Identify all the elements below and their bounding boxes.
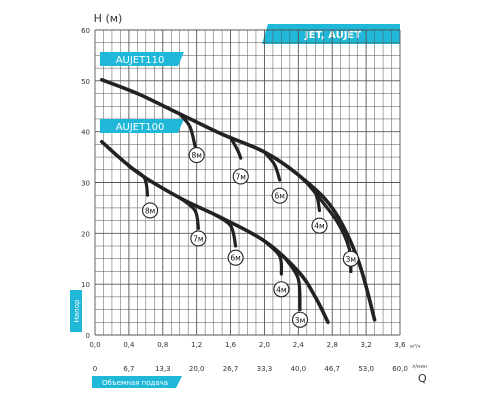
x-tick-label-secondary: 26,7 [223, 365, 239, 373]
x-label-badge: Объемная подача [92, 376, 182, 388]
x-tick-label: 1,2 [191, 341, 202, 349]
x-tick-label-secondary: 20,0 [189, 365, 205, 373]
x-tick-labels-secondary: 0 6,7 13,3 20,0 26,7 33,3 40,0 46,7 53,0 60,0 [93, 365, 408, 373]
suction-depth-labels: 8м 7м 6м 4м 3м 8м 7м 6м 4м 3м [142, 147, 359, 328]
branch-curve-aujet110 [229, 136, 243, 160]
y-tick-label: 50 [81, 78, 90, 86]
y-tick-label: 60 [81, 27, 90, 35]
x-tick-label-secondary: 33,3 [257, 365, 273, 373]
y-tick-label: 0 [86, 332, 90, 340]
series-name-aujet100: AUJET100 [116, 122, 165, 133]
depth-label: 8м [145, 206, 155, 215]
y-side-label: Напор [73, 299, 81, 322]
depth-circle [190, 230, 207, 247]
depth-circle [142, 202, 159, 219]
x-unit-top: м³/ч [410, 344, 420, 350]
depth-label: 3м [295, 316, 305, 325]
depth-circle [271, 187, 288, 204]
x-tick-label: 2,0 [259, 341, 270, 349]
x-axis-title: Объемная подача [102, 379, 168, 387]
x-tick-label: 0,8 [157, 341, 168, 349]
depth-label: 6м [230, 254, 240, 263]
title-badge [262, 24, 400, 44]
depth-circle [188, 147, 205, 164]
main-curve-aujet110 [100, 78, 377, 322]
curves [100, 78, 377, 325]
x-tick-label-secondary: 40,0 [291, 365, 307, 373]
y-tick-label: 30 [81, 180, 90, 188]
x-tick-label-secondary: 13,3 [155, 365, 171, 373]
x-tick-label: 0,0 [89, 341, 100, 349]
x-tick-label-secondary: 0 [93, 365, 97, 373]
y-side-badge: Напор [70, 290, 82, 332]
depth-label: 7м [193, 234, 203, 243]
depth-label: 3м [346, 255, 356, 264]
series-badge-aujet110: AUJET110 [100, 52, 184, 66]
main-curve-aujet100 [100, 140, 330, 325]
series-name-aujet110: AUJET110 [116, 55, 165, 66]
x-tick-labels: 0,0 0,4 0,8 1,2 1,6 2,0 2,4 2,8 3,2 3,6 [89, 341, 406, 349]
depth-label: 6м [274, 192, 284, 201]
depth-circle [232, 168, 249, 185]
x-unit-bottom: л/мин [412, 364, 427, 370]
depth-circle [227, 249, 244, 266]
depth-label: 8м [191, 151, 201, 160]
x-tick-label: 0,4 [123, 341, 135, 349]
depth-label: 7м [236, 172, 246, 181]
grid [94, 29, 401, 336]
y-tick-label: 40 [81, 129, 90, 137]
depth-circle [342, 250, 359, 267]
x-axis-end-label: Q [418, 372, 427, 385]
depth-circle [291, 311, 309, 328]
y-axis-title: H (м) [94, 12, 123, 25]
y-tick-labels: 0 10 20 30 40 50 60 [81, 27, 90, 340]
depth-circle [311, 217, 328, 234]
x-tick-label: 2,4 [293, 341, 305, 349]
x-tick-label: 3,2 [361, 341, 372, 349]
x-tick-label-secondary: 6,7 [123, 365, 134, 373]
y-tick-label: 20 [81, 230, 90, 238]
series-badge-aujet100: AUJET100 [100, 119, 184, 133]
depth-circle [273, 281, 290, 298]
x-tick-label-secondary: 46,7 [324, 365, 340, 373]
branch-curve-aujet100 [127, 164, 150, 197]
x-tick-label-secondary: 60,0 [392, 365, 408, 373]
x-tick-label-secondary: 53,0 [358, 365, 374, 373]
x-tick-label: 1,6 [225, 341, 237, 349]
depth-label: 4м [314, 222, 324, 231]
depth-label: 4м [276, 285, 286, 294]
x-tick-label: 2,8 [327, 341, 338, 349]
y-tick-label: 10 [81, 281, 90, 289]
x-tick-label: 3,6 [394, 341, 406, 349]
